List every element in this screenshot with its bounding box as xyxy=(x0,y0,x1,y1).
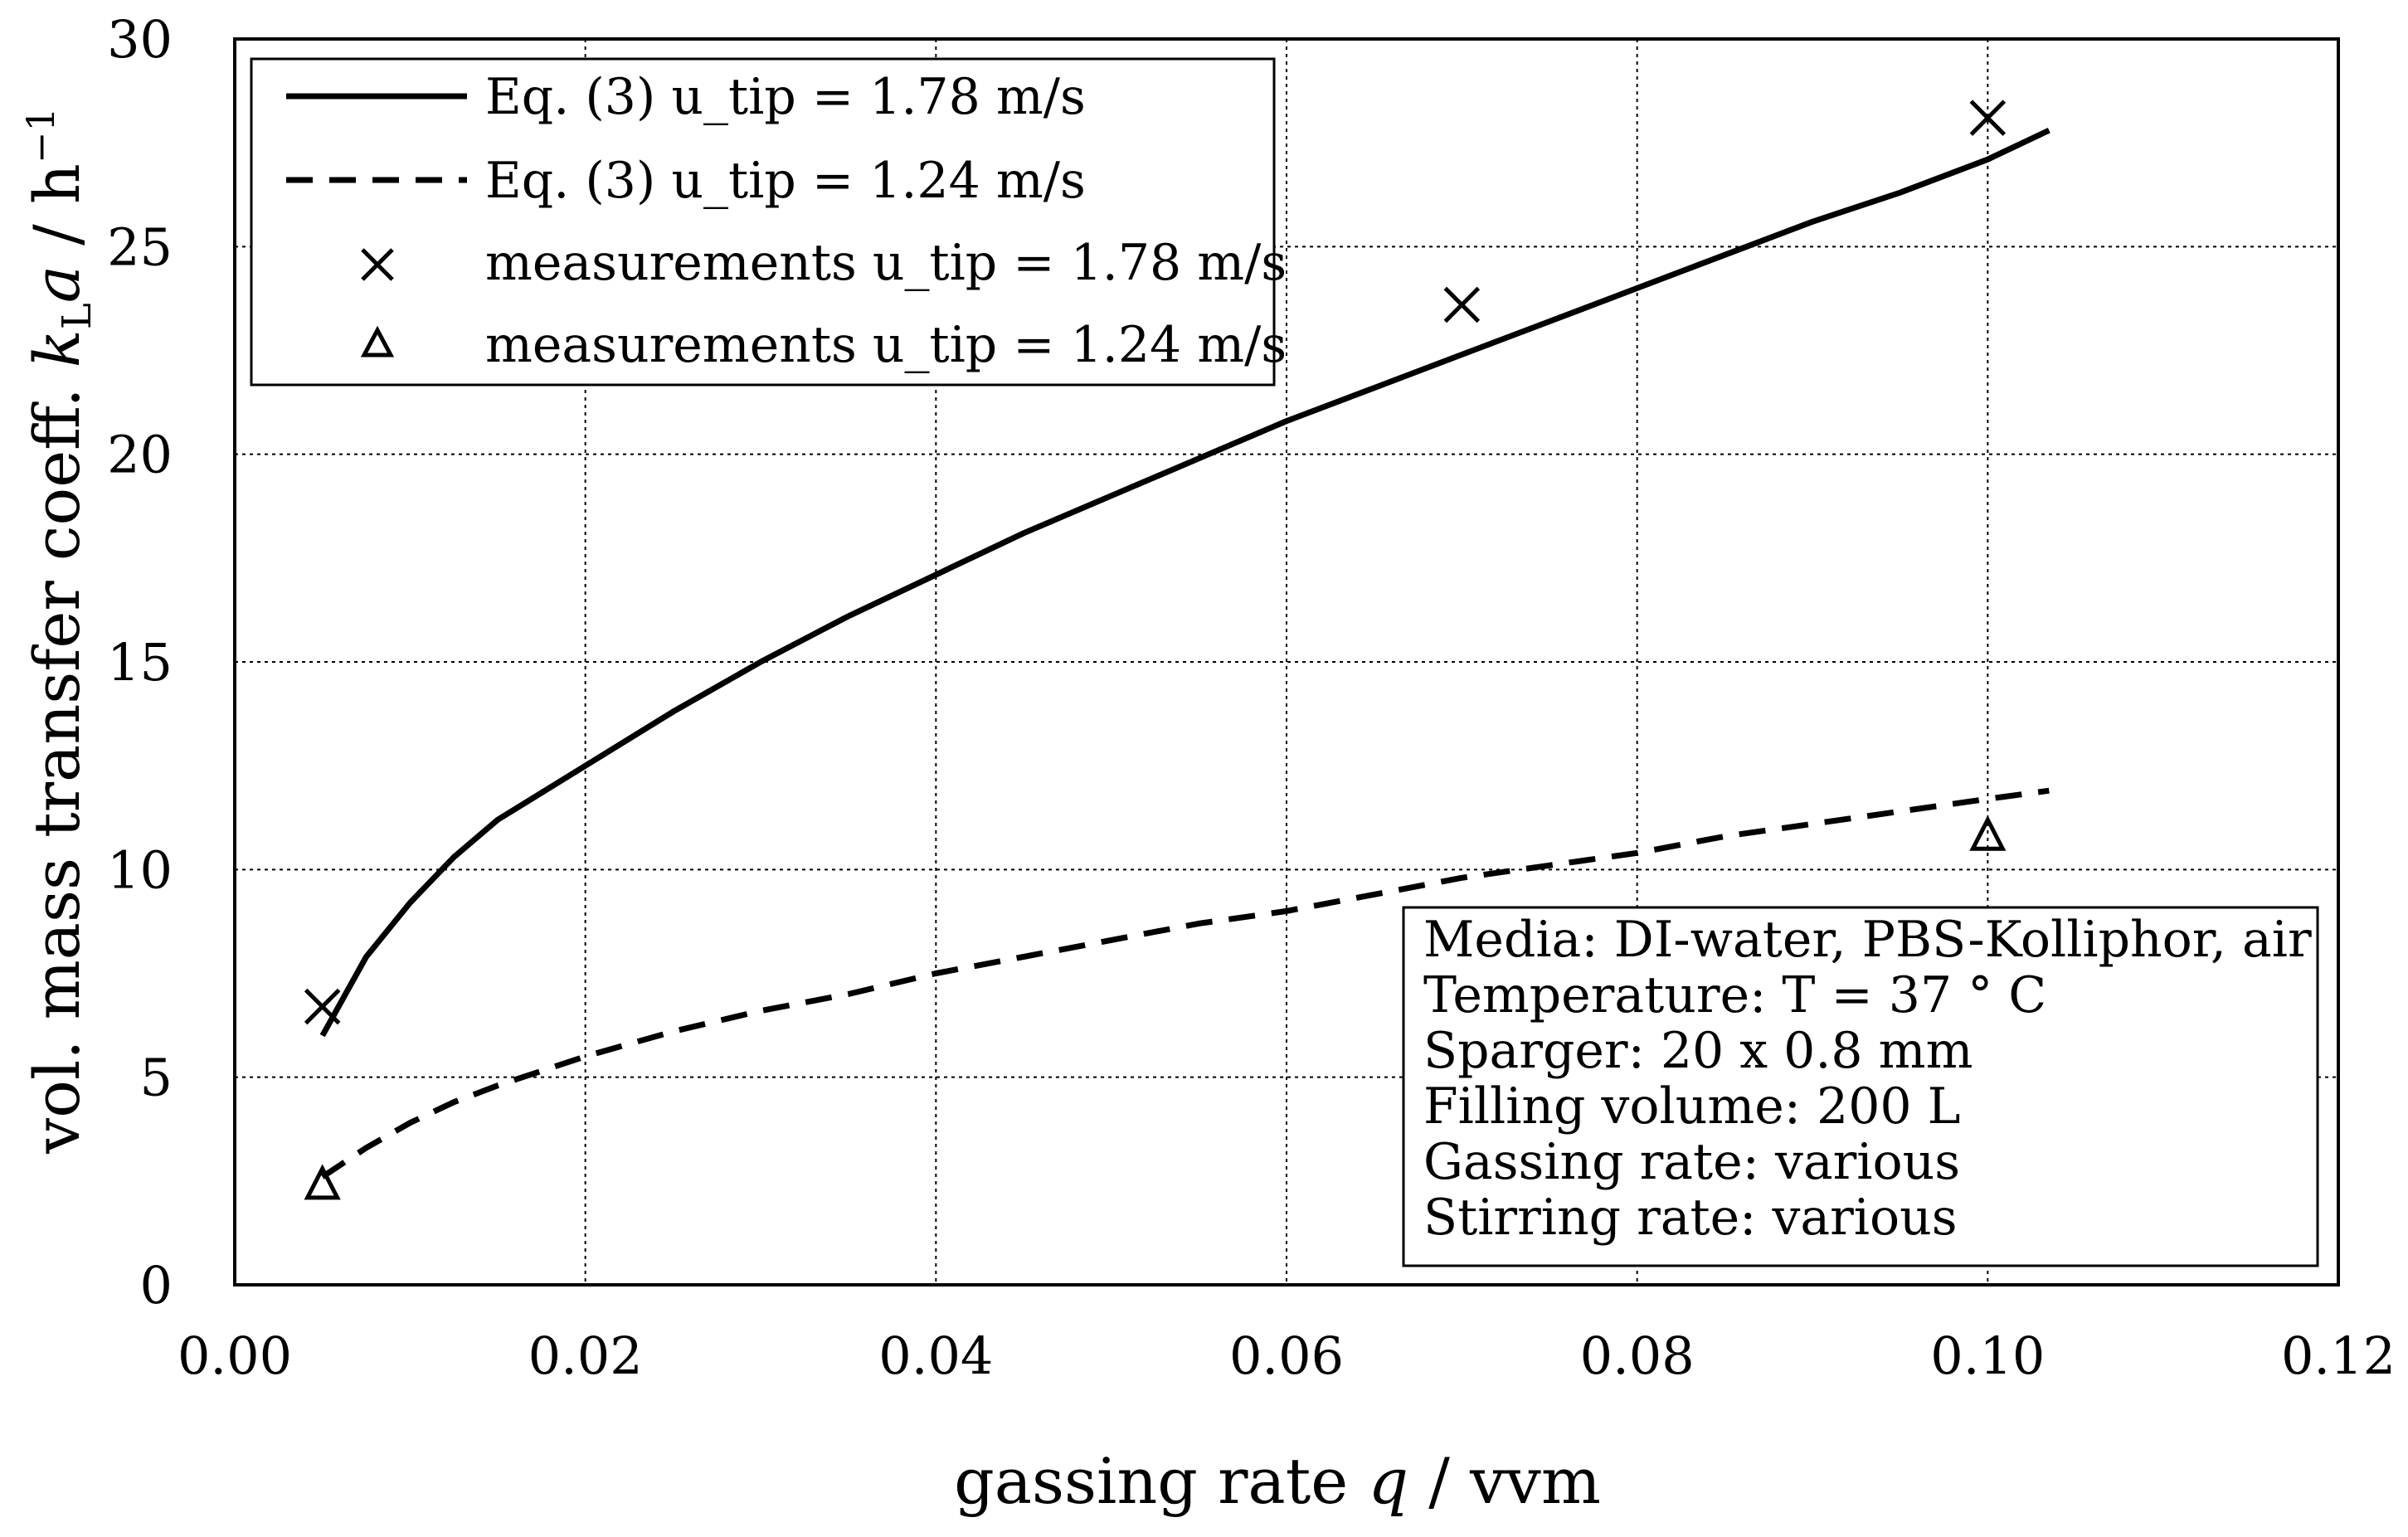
x-tick-label: 0.00 xyxy=(178,1325,292,1386)
data-point-triangle-marker xyxy=(1969,815,2007,851)
x-tick-label: 0.10 xyxy=(1930,1325,2045,1386)
legend-swatch-triangle-marker xyxy=(360,325,395,357)
x-tick-label: 0.02 xyxy=(528,1325,643,1386)
y-axis-title-prefix: vol. mass transfer coeff. xyxy=(20,367,94,1154)
info-temperature: Temperature: T = 37 ° C xyxy=(1423,966,2046,1024)
y-axis-title-a: a xyxy=(20,265,94,303)
info-filling-volume: Filling volume: 200 L xyxy=(1423,1077,1961,1136)
data-point-x-marker xyxy=(304,988,341,1025)
y-axis-title-k: k xyxy=(20,329,94,367)
y-axis-ticks: 0 5 10 15 20 25 30 xyxy=(107,9,173,1316)
series-line-eq3-178 xyxy=(319,127,2050,1038)
data-point-triangle-marker xyxy=(304,1164,341,1200)
legend-label-eq3-178: Eq. (3) u_tip = 1.78 m/s xyxy=(485,68,1086,126)
x-tick-label: 0.12 xyxy=(2281,1325,2396,1386)
info-box-frame xyxy=(1402,906,2319,1267)
y-axis-title-sub: L xyxy=(54,303,100,329)
y-tick-label: 15 xyxy=(107,632,173,693)
x-axis-ticks: 0.00 0.02 0.04 0.06 0.08 0.10 0.12 xyxy=(178,1325,2396,1386)
legend-swatch-x-marker xyxy=(361,248,394,281)
x-axis-title-prefix: gassing rate xyxy=(954,1444,1368,1518)
info-gassing-rate: Gassing rate: various xyxy=(1423,1133,1960,1191)
y-tick-label: 10 xyxy=(107,839,173,900)
y-tick-label: 20 xyxy=(107,425,173,485)
legend-box xyxy=(250,57,1276,387)
x-axis-title-suffix: / vvm xyxy=(1408,1444,1601,1518)
x-axis-title: gassing rate q / vvm xyxy=(954,1444,1601,1518)
y-axis-title: vol. mass transfer coeff. kLa / h−1 xyxy=(18,107,100,1154)
legend-label-measurements-178: measurements u_tip = 1.78 m/s xyxy=(485,234,1287,292)
info-box: Media: DI-water, PBS-Kolliphor, air Temp… xyxy=(1402,906,2319,1267)
y-tick-label: 30 xyxy=(107,9,173,70)
x-tick-label: 0.08 xyxy=(1580,1325,1695,1386)
y-tick-label: 0 xyxy=(140,1255,173,1316)
legend-label-measurements-124: measurements u_tip = 1.24 m/s xyxy=(485,316,1287,374)
y-axis-title-exp: −1 xyxy=(18,107,63,163)
legend-label-eq3-124: Eq. (3) u_tip = 1.24 m/s xyxy=(485,152,1086,210)
series-line-eq3-124 xyxy=(320,787,2050,1180)
y-tick-label: 25 xyxy=(107,216,173,277)
info-stirring-rate: Stirring rate: various xyxy=(1423,1189,1958,1247)
y-axis-title-unit: / h xyxy=(20,163,94,265)
info-sparger: Sparger: 20 x 0.8 mm xyxy=(1423,1022,1973,1080)
y-tick-label: 5 xyxy=(140,1048,173,1108)
x-tick-label: 0.04 xyxy=(878,1325,993,1386)
data-point-x-marker xyxy=(1969,100,2007,136)
plot-area-frame xyxy=(233,37,2340,1287)
info-media: Media: DI-water, PBS-Kolliphor, air xyxy=(1423,911,2312,969)
x-tick-label: 0.06 xyxy=(1229,1325,1344,1386)
data-point-x-marker xyxy=(1443,286,1481,323)
series xyxy=(304,100,2050,1200)
legend: Eq. (3) u_tip = 1.78 m/s Eq. (3) u_tip =… xyxy=(250,57,1287,387)
x-axis-title-symbol: q xyxy=(1368,1444,1408,1518)
